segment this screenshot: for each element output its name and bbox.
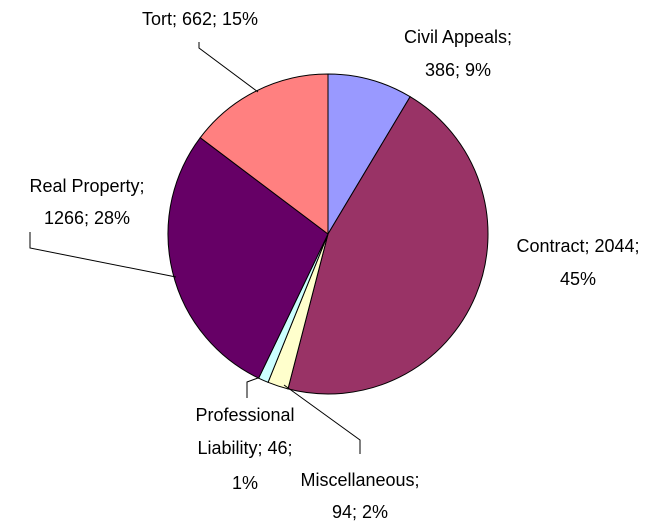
data-label: 1266; 28% xyxy=(44,208,130,228)
leader-line xyxy=(29,232,177,278)
data-label: Real Property; xyxy=(29,176,144,196)
data-label: 1% xyxy=(232,473,258,493)
data-label: Liability; 46; xyxy=(197,438,292,458)
data-label: Professional xyxy=(195,405,294,425)
data-labels: Civil Appeals; 386; 9% Contract; 2044; 45% M… xyxy=(29,9,639,522)
data-label: 45% xyxy=(560,269,596,289)
pie-slice xyxy=(327,73,411,236)
data-label: Tort; 662; 15% xyxy=(142,9,258,29)
data-label: Miscellaneous; xyxy=(300,470,419,490)
pie-slice xyxy=(287,96,489,395)
data-label: 386; 9% xyxy=(425,60,491,80)
leader-line xyxy=(246,377,259,398)
leader-line xyxy=(198,42,259,93)
data-label: Contract; 2044; xyxy=(516,236,639,256)
leader-line xyxy=(283,384,361,454)
data-label: Civil Appeals; xyxy=(404,27,512,47)
pie-slice xyxy=(167,136,329,379)
slices xyxy=(167,73,489,395)
data-label: 94; 2% xyxy=(332,502,388,522)
